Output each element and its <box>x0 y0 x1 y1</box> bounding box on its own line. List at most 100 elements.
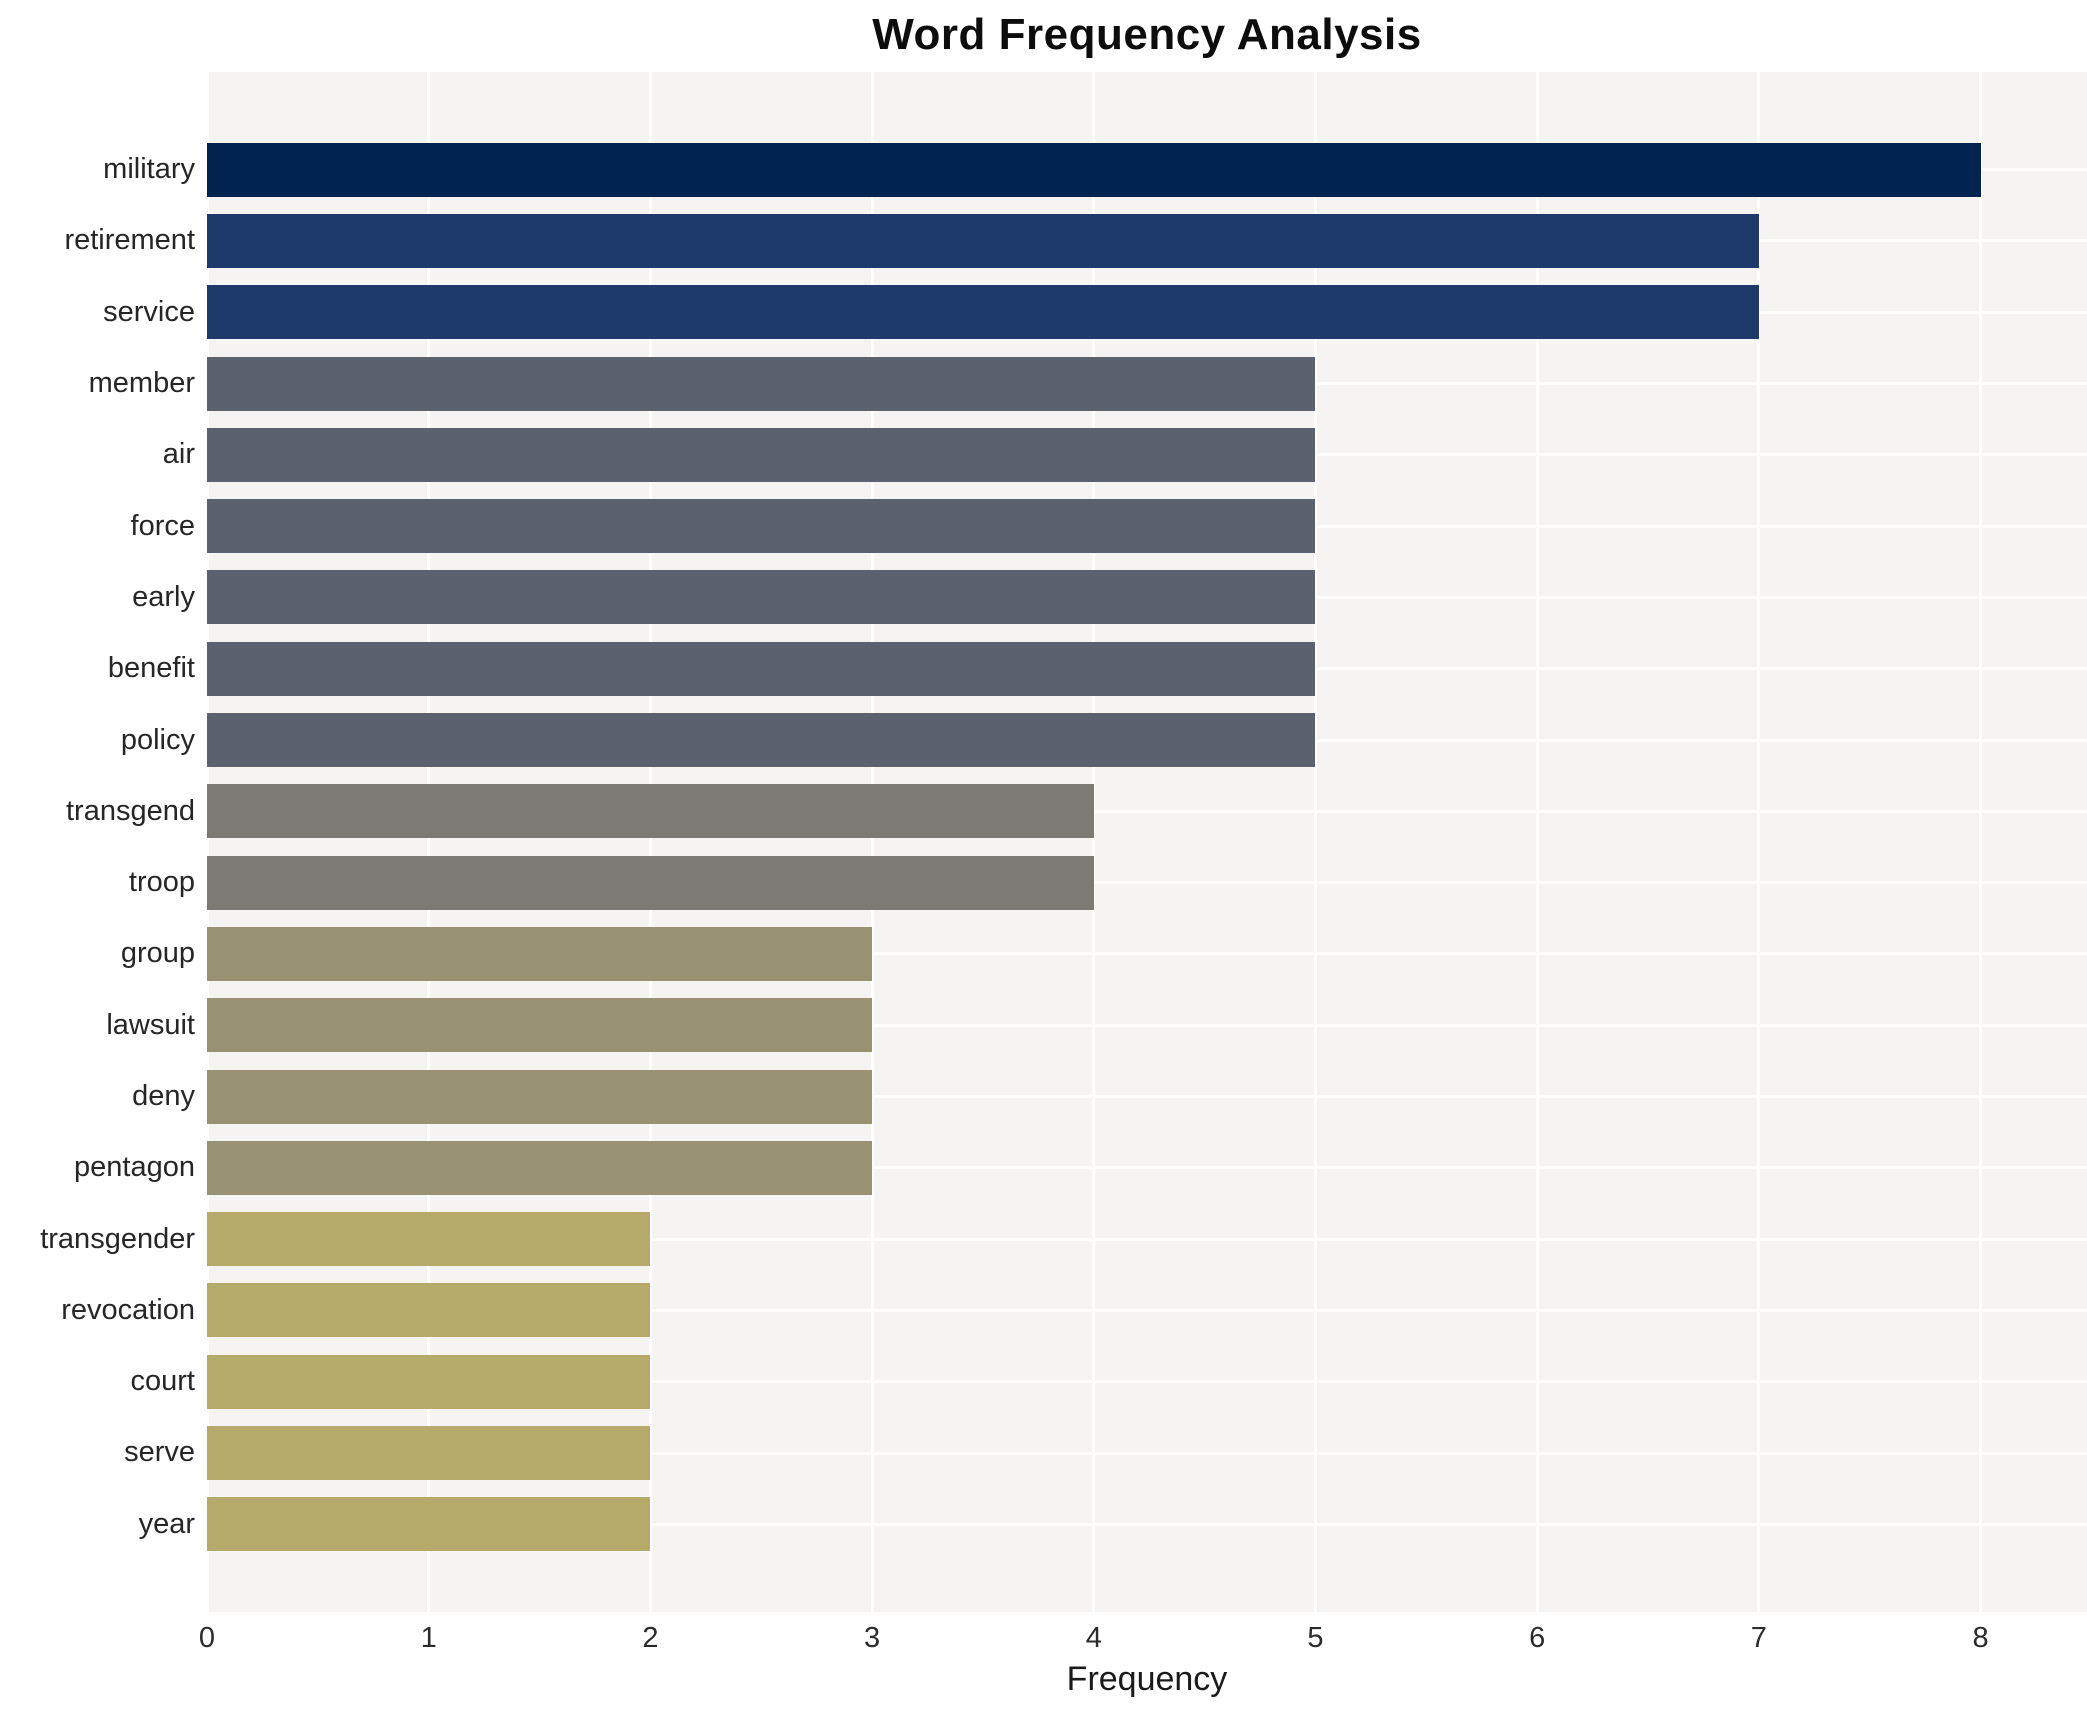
x-tick-label: 6 <box>1529 1622 1546 1654</box>
frequency-bar <box>207 1497 651 1552</box>
y-tick-label: member <box>88 367 195 400</box>
bar-track <box>207 1203 2087 1274</box>
bar-track <box>207 1132 2087 1203</box>
y-tick-label: force <box>130 509 195 542</box>
y-tick-label: transgend <box>66 794 195 827</box>
vertical-gridline <box>1535 72 1539 1612</box>
bar-row: member <box>0 348 2087 419</box>
bar-row: transgender <box>0 1203 2087 1274</box>
frequency-bar <box>207 213 1759 268</box>
bar-row: revocation <box>0 1275 2087 1346</box>
x-tick-label: 8 <box>1972 1622 1989 1654</box>
x-tick-label: 0 <box>198 1622 216 1654</box>
horizontal-gridline <box>207 881 2087 885</box>
frequency-bar <box>207 784 1094 839</box>
bar-row: early <box>0 562 2087 633</box>
bar-row: group <box>0 918 2087 989</box>
bar-track <box>207 847 2087 918</box>
vertical-gridline <box>870 72 874 1612</box>
frequency-bar <box>207 1212 651 1267</box>
y-tick-label: benefit <box>107 652 195 685</box>
vertical-gridline <box>1092 72 1096 1612</box>
y-tick-label: transgender <box>40 1222 195 1255</box>
y-tick-label: group <box>120 937 195 970</box>
frequency-bar <box>207 427 1316 482</box>
bar-row: benefit <box>0 633 2087 704</box>
y-tick-label: retirement <box>64 224 195 257</box>
bar-row: year <box>0 1489 2087 1560</box>
frequency-bar <box>207 570 1316 625</box>
bar-track <box>207 1489 2087 1560</box>
bar-track <box>207 490 2087 561</box>
y-tick-label: pentagon <box>74 1151 195 1184</box>
bar-row: troop <box>0 847 2087 918</box>
horizontal-gridline <box>207 1522 2087 1526</box>
bar-track <box>207 1417 2087 1488</box>
frequency-bar <box>207 998 873 1053</box>
horizontal-gridline <box>207 1380 2087 1384</box>
bar-row: lawsuit <box>0 990 2087 1061</box>
frequency-bar <box>207 499 1316 554</box>
y-tick-label: military <box>103 153 195 186</box>
bar-row: force <box>0 490 2087 561</box>
horizontal-gridline <box>207 952 2087 956</box>
x-tick-label: 3 <box>864 1622 881 1654</box>
frequency-bar <box>207 285 1759 340</box>
bar-track <box>207 562 2087 633</box>
bar-track <box>207 1275 2087 1346</box>
x-tick-label: 7 <box>1750 1622 1767 1654</box>
x-tick-label: 4 <box>1085 1622 1102 1654</box>
y-tick-label: troop <box>128 866 195 899</box>
bar-track <box>207 633 2087 704</box>
frequency-bar <box>207 356 1316 411</box>
bar-track <box>207 704 2087 775</box>
horizontal-gridline <box>207 1308 2087 1312</box>
horizontal-gridline <box>207 1023 2087 1027</box>
bar-track <box>207 277 2087 348</box>
y-tick-label: court <box>130 1365 195 1398</box>
frequency-bar <box>207 1425 651 1480</box>
bar-row: deny <box>0 1061 2087 1132</box>
bar-row: policy <box>0 704 2087 775</box>
y-tick-label: lawsuit <box>106 1008 195 1041</box>
bar-track <box>207 205 2087 276</box>
bar-row: air <box>0 419 2087 490</box>
bar-row: pentagon <box>0 1132 2087 1203</box>
bar-row: military <box>0 134 2087 205</box>
bar-row: serve <box>0 1417 2087 1488</box>
x-tick-label: 1 <box>420 1622 437 1654</box>
horizontal-gridline <box>207 1451 2087 1455</box>
y-tick-label: serve <box>124 1436 195 1469</box>
horizontal-gridline <box>207 809 2087 813</box>
x-axis-ticks: 0 1 2 3 4 5 6 7 8 <box>0 1622 2087 1662</box>
frequency-bar <box>207 1069 873 1124</box>
y-tick-label: deny <box>132 1080 195 1112</box>
y-tick-label: air <box>162 438 195 471</box>
bar-rows: military retirement service member air force e… <box>0 134 2087 1560</box>
vertical-gridline <box>648 72 652 1612</box>
y-tick-label: revocation <box>61 1293 195 1326</box>
y-tick-label: year <box>138 1507 195 1540</box>
bar-row: service <box>0 277 2087 348</box>
y-tick-label: policy <box>120 723 195 756</box>
frequency-bar <box>207 1354 651 1409</box>
bar-track <box>207 1061 2087 1132</box>
y-tick-label: early <box>132 580 195 613</box>
bar-track <box>207 1346 2087 1417</box>
bar-row: transgend <box>0 776 2087 847</box>
x-axis-label: Frequency <box>1066 1660 1228 1698</box>
vertical-gridline <box>1313 72 1317 1612</box>
frequency-bar <box>207 926 873 981</box>
bar-track <box>207 419 2087 490</box>
frequency-bar <box>207 855 1094 910</box>
frequency-bar <box>207 641 1316 696</box>
x-tick-label: 2 <box>642 1622 659 1654</box>
bar-track <box>207 134 2087 205</box>
frequency-bar <box>207 713 1316 768</box>
frequency-bar <box>207 1283 651 1338</box>
horizontal-gridline <box>207 1095 2087 1099</box>
vertical-gridline <box>1979 72 1983 1612</box>
x-tick-label: 5 <box>1307 1622 1324 1654</box>
vertical-gridline <box>427 72 431 1612</box>
chart-title: Word Frequency Analysis <box>872 10 1422 59</box>
